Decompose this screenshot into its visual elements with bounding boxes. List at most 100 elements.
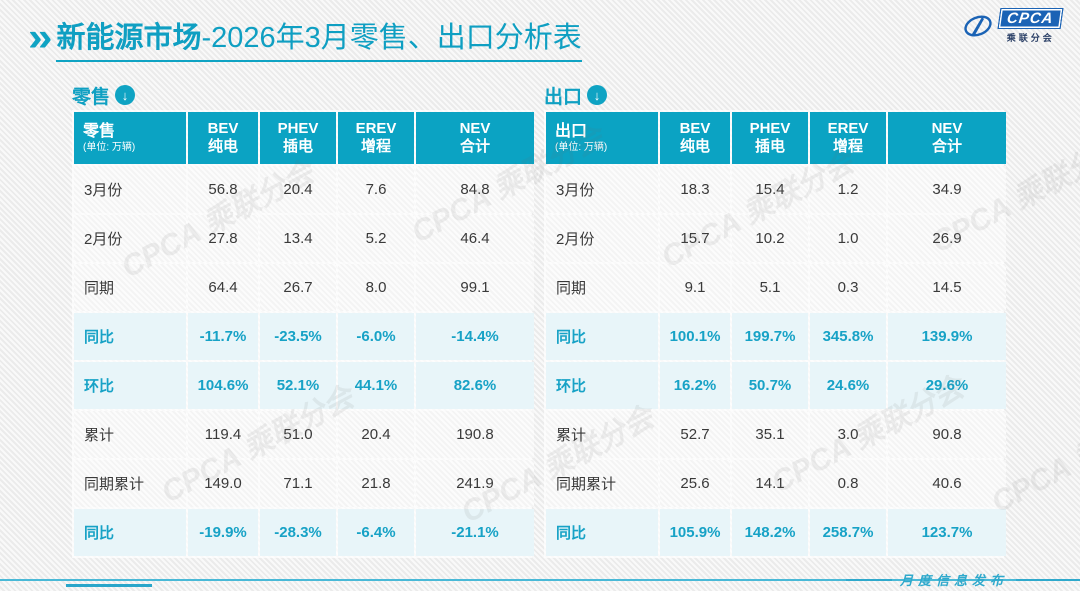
table-value-cell: 139.9% — [888, 313, 1006, 360]
table-unit-note: (单位: 万辆) — [83, 142, 136, 154]
row-label: 3月份 — [546, 166, 658, 213]
double-chevron-icon: » — [28, 15, 53, 60]
footer: 月度信息发布 — [845, 570, 1080, 589]
table-value-cell: 0.3 — [810, 264, 886, 311]
column-header-en: PHEV — [749, 120, 791, 137]
column-header-nev: NEV 合计 — [888, 112, 1006, 164]
row-label: 同期 — [74, 264, 186, 311]
table-value-cell: 25.6 — [660, 460, 730, 507]
column-header-erev: EREV 增程 — [810, 112, 886, 164]
bottom-accent-line — [66, 584, 152, 587]
column-header-nev: NEV 合计 — [416, 112, 534, 164]
down-arrow-circle-icon: ↓ — [587, 85, 608, 105]
table-value-cell: 119.4 — [188, 411, 258, 458]
table-value-cell: 190.8 — [416, 411, 534, 458]
footer-line-right — [1016, 578, 1080, 581]
section-label-row: 零售 ↓ — [72, 82, 532, 108]
table-value-cell: 24.6% — [810, 362, 886, 409]
column-header-zh: 增程 — [832, 138, 863, 155]
cpca-logo: CPCA 乘联分会 — [961, 8, 1064, 44]
table-value-cell: 64.4 — [188, 264, 258, 311]
page-title-rest: -2026年3月零售、出口分析表 — [201, 22, 582, 54]
section-title: 零售 — [72, 86, 111, 108]
table-value-cell: -6.0% — [338, 313, 414, 360]
table-value-cell: -11.7% — [188, 313, 258, 360]
table-block-export: 出口 ↓ 出口 (单位: 万辆) BEV 纯电 PHEV 插电 EREV 增程 NEV 合计 3月份 18… — [544, 82, 1006, 558]
cpca-logo-subtext: 乘联分会 — [1006, 33, 1055, 43]
column-header-zh: 合计 — [931, 138, 962, 155]
table-value-cell: 44.1% — [338, 362, 414, 409]
table-value-cell: 104.6% — [188, 362, 258, 409]
column-header-zh: 插电 — [282, 138, 313, 155]
table-value-cell: 7.6 — [338, 166, 414, 213]
table-value-cell: 10.2 — [732, 215, 808, 262]
table-value-cell: 15.4 — [732, 166, 808, 213]
row-label: 同期 — [546, 264, 658, 311]
page-title: 新能源市场-2026年3月零售、出口分析表 — [56, 18, 582, 62]
table-value-cell: 20.4 — [338, 411, 414, 458]
table-corner-title: 零售 — [83, 122, 116, 140]
table-value-cell: 26.7 — [260, 264, 336, 311]
row-label: 同期累计 — [74, 460, 186, 507]
table-value-cell: 21.8 — [338, 460, 414, 507]
row-label: 同比 — [546, 313, 658, 360]
table-value-cell: 123.7% — [888, 509, 1006, 556]
column-header-en: EREV — [355, 120, 397, 137]
table-value-cell: 16.2% — [660, 362, 730, 409]
table-value-cell: 50.7% — [732, 362, 808, 409]
table-value-cell: 82.6% — [416, 362, 534, 409]
column-header-en: NEV — [459, 120, 491, 137]
table-value-cell: 34.9 — [888, 166, 1006, 213]
table-value-cell: 99.1 — [416, 264, 534, 311]
data-table: 零售 (单位: 万辆) BEV 纯电 PHEV 插电 EREV 增程 NEV 合计 3月份 56.8 2… — [72, 110, 534, 558]
column-header-zh: 纯电 — [207, 138, 238, 155]
table-value-cell: 258.7% — [810, 509, 886, 556]
table-value-cell: 5.2 — [338, 215, 414, 262]
column-header-phev: PHEV 插电 — [732, 112, 808, 164]
data-table: 出口 (单位: 万辆) BEV 纯电 PHEV 插电 EREV 增程 NEV 合计 3月份 18.3 1… — [544, 110, 1006, 558]
column-header-bev: BEV 纯电 — [660, 112, 730, 164]
row-label: 2月份 — [546, 215, 658, 262]
row-label: 同比 — [74, 509, 186, 556]
table-value-cell: 149.0 — [188, 460, 258, 507]
row-label: 同期累计 — [546, 460, 658, 507]
table-value-cell: 0.8 — [810, 460, 886, 507]
section-title: 出口 — [544, 86, 583, 108]
table-value-cell: -19.9% — [188, 509, 258, 556]
column-header-en: NEV — [931, 120, 963, 137]
column-header-erev: EREV 增程 — [338, 112, 414, 164]
column-header-zh: 纯电 — [679, 138, 710, 155]
table-value-cell: 20.4 — [260, 166, 336, 213]
table-value-cell: 9.1 — [660, 264, 730, 311]
page-header: » 新能源市场-2026年3月零售、出口分析表 — [28, 18, 582, 62]
cpca-logo-text: CPCA — [998, 8, 1064, 29]
table-value-cell: 26.9 — [888, 215, 1006, 262]
row-label: 累计 — [546, 411, 658, 458]
column-header-phev: PHEV 插电 — [260, 112, 336, 164]
row-label: 环比 — [546, 362, 658, 409]
cpca-swoosh-icon — [964, 15, 993, 37]
column-header-en: EREV — [827, 120, 869, 137]
table-value-cell: 18.3 — [660, 166, 730, 213]
table-value-cell: -6.4% — [338, 509, 414, 556]
table-value-cell: 51.0 — [260, 411, 336, 458]
column-header-zh: 合计 — [459, 138, 490, 155]
page-title-bold: 新能源市场 — [56, 22, 202, 54]
table-value-cell: 35.1 — [732, 411, 808, 458]
table-value-cell: 199.7% — [732, 313, 808, 360]
table-value-cell: 84.8 — [416, 166, 534, 213]
table-value-cell: 105.9% — [660, 509, 730, 556]
table-value-cell: 56.8 — [188, 166, 258, 213]
table-value-cell: 241.9 — [416, 460, 534, 507]
table-unit-note: (单位: 万辆) — [555, 142, 608, 154]
table-value-cell: 1.2 — [810, 166, 886, 213]
row-label: 3月份 — [74, 166, 186, 213]
table-value-cell: 14.1 — [732, 460, 808, 507]
table-value-cell: 52.1% — [260, 362, 336, 409]
column-header-en: BEV — [679, 120, 711, 137]
table-value-cell: 52.7 — [660, 411, 730, 458]
column-header-zh: 增程 — [360, 138, 391, 155]
table-value-cell: -14.4% — [416, 313, 534, 360]
table-value-cell: 3.0 — [810, 411, 886, 458]
table-value-cell: 148.2% — [732, 509, 808, 556]
